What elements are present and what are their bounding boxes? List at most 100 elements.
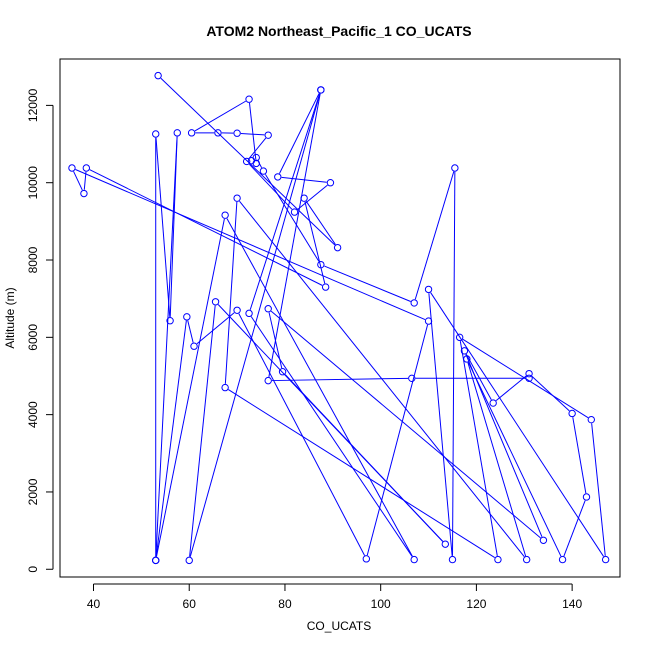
series-points bbox=[68, 71, 610, 565]
data-point bbox=[568, 409, 576, 418]
data-point bbox=[424, 317, 433, 325]
series-segment bbox=[591, 423, 606, 556]
data-point bbox=[166, 317, 174, 325]
data-point bbox=[259, 167, 268, 175]
series-segment bbox=[224, 201, 238, 384]
data-point bbox=[451, 164, 459, 172]
data-point bbox=[211, 298, 220, 306]
data-point bbox=[233, 306, 241, 314]
data-point bbox=[300, 194, 308, 202]
y-tick-label: 0 bbox=[26, 566, 40, 573]
data-point bbox=[152, 130, 160, 138]
data-point bbox=[441, 540, 449, 548]
series-segment bbox=[366, 324, 429, 556]
series-segment bbox=[257, 160, 263, 168]
data-point bbox=[525, 369, 533, 378]
y-tick-label: 4000 bbox=[26, 401, 40, 428]
data-point bbox=[362, 555, 371, 563]
series-segment bbox=[189, 93, 321, 557]
series-segment bbox=[248, 137, 267, 159]
data-point bbox=[582, 493, 591, 501]
series-segment bbox=[305, 201, 336, 245]
data-point bbox=[463, 355, 471, 363]
data-point bbox=[455, 333, 464, 342]
data-point bbox=[333, 243, 342, 252]
data-point bbox=[173, 129, 181, 137]
data-point bbox=[187, 129, 196, 137]
data-point bbox=[410, 299, 418, 307]
plot-frame bbox=[59, 58, 621, 578]
data-point bbox=[233, 194, 241, 202]
data-point bbox=[522, 555, 531, 564]
series-segment bbox=[452, 171, 456, 556]
y-tick-label: 2000 bbox=[26, 478, 40, 505]
series-segment bbox=[248, 163, 293, 210]
data-point bbox=[601, 555, 610, 564]
data-point bbox=[448, 555, 457, 564]
data-point bbox=[587, 415, 595, 424]
data-point bbox=[494, 555, 502, 564]
data-point bbox=[183, 313, 191, 321]
series-lines bbox=[73, 77, 606, 559]
data-point bbox=[214, 129, 222, 137]
data-point bbox=[80, 189, 88, 198]
data-point bbox=[264, 305, 272, 313]
series-segment bbox=[83, 171, 87, 190]
series-segment bbox=[194, 100, 247, 132]
series-segment bbox=[414, 171, 455, 300]
series-segment bbox=[226, 218, 413, 557]
series-segment bbox=[264, 174, 320, 262]
data-point bbox=[278, 368, 287, 376]
series-segment bbox=[271, 377, 409, 382]
series-segment bbox=[304, 201, 326, 284]
series-segment bbox=[189, 305, 216, 557]
series-segment bbox=[297, 184, 328, 211]
series-segment bbox=[495, 375, 527, 402]
series-segment bbox=[268, 93, 321, 377]
chart-title: ATOM2 Northeast_Pacific_1 CO_UCATS bbox=[206, 23, 471, 39]
series-segment bbox=[187, 320, 194, 343]
data-point bbox=[321, 283, 330, 291]
data-point bbox=[221, 211, 229, 219]
data-point bbox=[489, 399, 497, 407]
data-point bbox=[82, 164, 91, 172]
data-point bbox=[317, 86, 325, 94]
data-point bbox=[290, 208, 299, 216]
data-point bbox=[410, 555, 418, 564]
series-segment bbox=[430, 292, 604, 557]
series-segment bbox=[155, 136, 178, 557]
series-segment bbox=[75, 169, 426, 321]
x-axis: 40 60 80 100 120 140 bbox=[87, 583, 582, 611]
data-point bbox=[274, 173, 282, 181]
data-point bbox=[245, 309, 253, 318]
data-point bbox=[245, 95, 253, 103]
data-point bbox=[264, 131, 272, 139]
y-tick-label: 10000 bbox=[26, 166, 40, 200]
data-point bbox=[154, 71, 162, 80]
x-axis-label: CO_UCATS bbox=[307, 619, 371, 633]
series-segment bbox=[89, 169, 323, 286]
data-point bbox=[326, 179, 335, 187]
x-tick-label: 80 bbox=[278, 597, 292, 611]
x-tick-label: 60 bbox=[183, 597, 197, 611]
series-segment bbox=[196, 312, 235, 345]
data-point bbox=[68, 164, 76, 172]
data-point bbox=[424, 285, 433, 294]
data-point bbox=[242, 157, 251, 166]
series-segment bbox=[459, 340, 498, 556]
series-segment bbox=[324, 265, 411, 302]
y-tick-label: 6000 bbox=[26, 324, 40, 351]
y-axis-label: Altitude (m) bbox=[3, 287, 17, 348]
data-point bbox=[460, 347, 469, 355]
data-point bbox=[221, 383, 229, 392]
x-tick-label: 100 bbox=[371, 597, 391, 611]
data-point bbox=[317, 260, 325, 269]
data-point bbox=[539, 536, 548, 544]
series-segment bbox=[228, 389, 496, 559]
series-segment bbox=[73, 171, 83, 191]
series-segment bbox=[428, 293, 453, 556]
series-segment bbox=[250, 316, 413, 557]
series-segment bbox=[572, 417, 587, 494]
series-segment bbox=[270, 310, 541, 539]
